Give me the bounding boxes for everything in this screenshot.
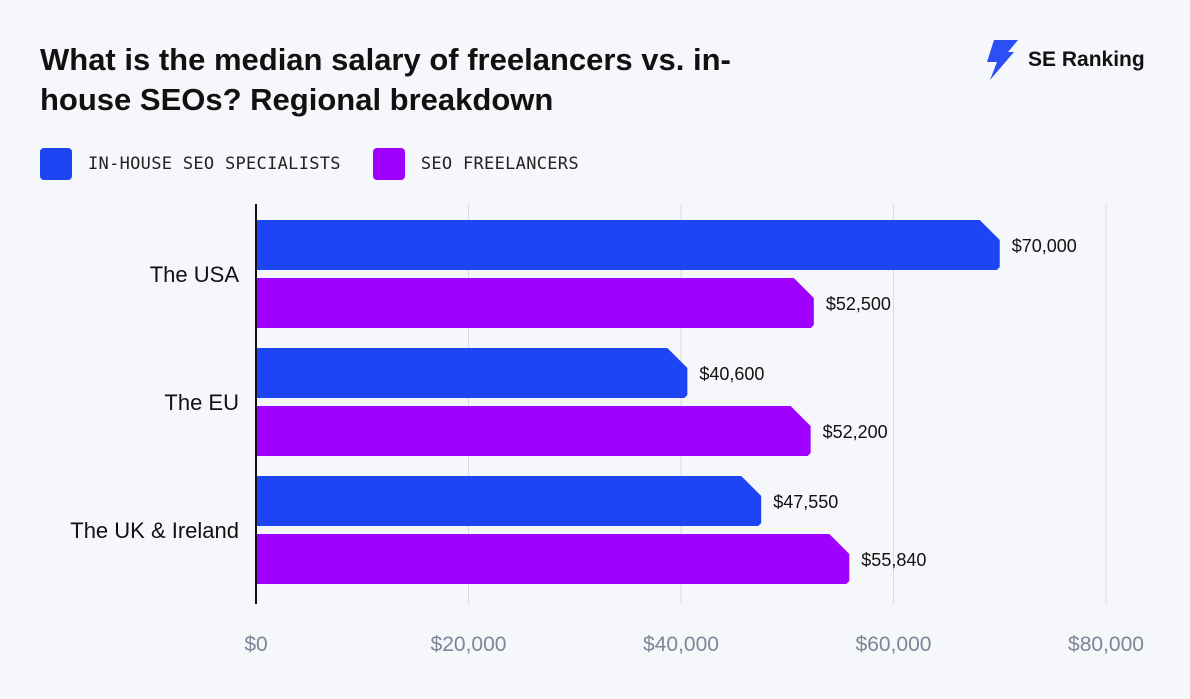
x-tick-label: $60,000 <box>856 633 932 656</box>
data-label: $47,550 <box>773 492 838 512</box>
legend-item-freelancers: SEO FREELANCERS <box>372 148 579 180</box>
data-label: $52,200 <box>823 422 888 442</box>
bar <box>256 348 688 398</box>
bar <box>256 534 850 584</box>
x-tick-label: $20,000 <box>431 633 507 656</box>
legend-swatch-freelancers <box>372 148 405 180</box>
data-label: $70,000 <box>1012 236 1077 256</box>
brand-logo: SE Ranking <box>984 40 1145 80</box>
category-label: The USA <box>150 262 240 287</box>
brand-name: SE Ranking <box>1028 48 1145 71</box>
bolt-logo-icon <box>987 40 1018 80</box>
data-label: $52,500 <box>826 294 891 314</box>
bar <box>256 220 1000 270</box>
data-label: $55,840 <box>861 550 926 570</box>
legend-label-in-house: IN-HOUSE SEO SPECIALISTS <box>88 154 341 174</box>
category-label: The EU <box>164 390 239 415</box>
bar <box>256 278 814 328</box>
bar <box>256 406 811 456</box>
bar <box>256 476 762 526</box>
legend-label-freelancers: SEO FREELANCERS <box>420 154 579 174</box>
x-tick-label: $80,000 <box>1068 633 1144 656</box>
category-label: The UK & Ireland <box>70 518 239 543</box>
x-tick-label: $0 <box>244 633 267 656</box>
chart-title: What is the median salary of freelancers… <box>40 42 731 117</box>
legend-swatch-in-house <box>40 148 72 180</box>
x-tick-label: $40,000 <box>643 633 719 656</box>
data-label: $40,600 <box>699 364 764 384</box>
chart-legend: IN-HOUSE SEO SPECIALISTS SEO FREELANCERS <box>40 148 611 180</box>
legend-item-in-house: IN-HOUSE SEO SPECIALISTS <box>40 148 341 180</box>
